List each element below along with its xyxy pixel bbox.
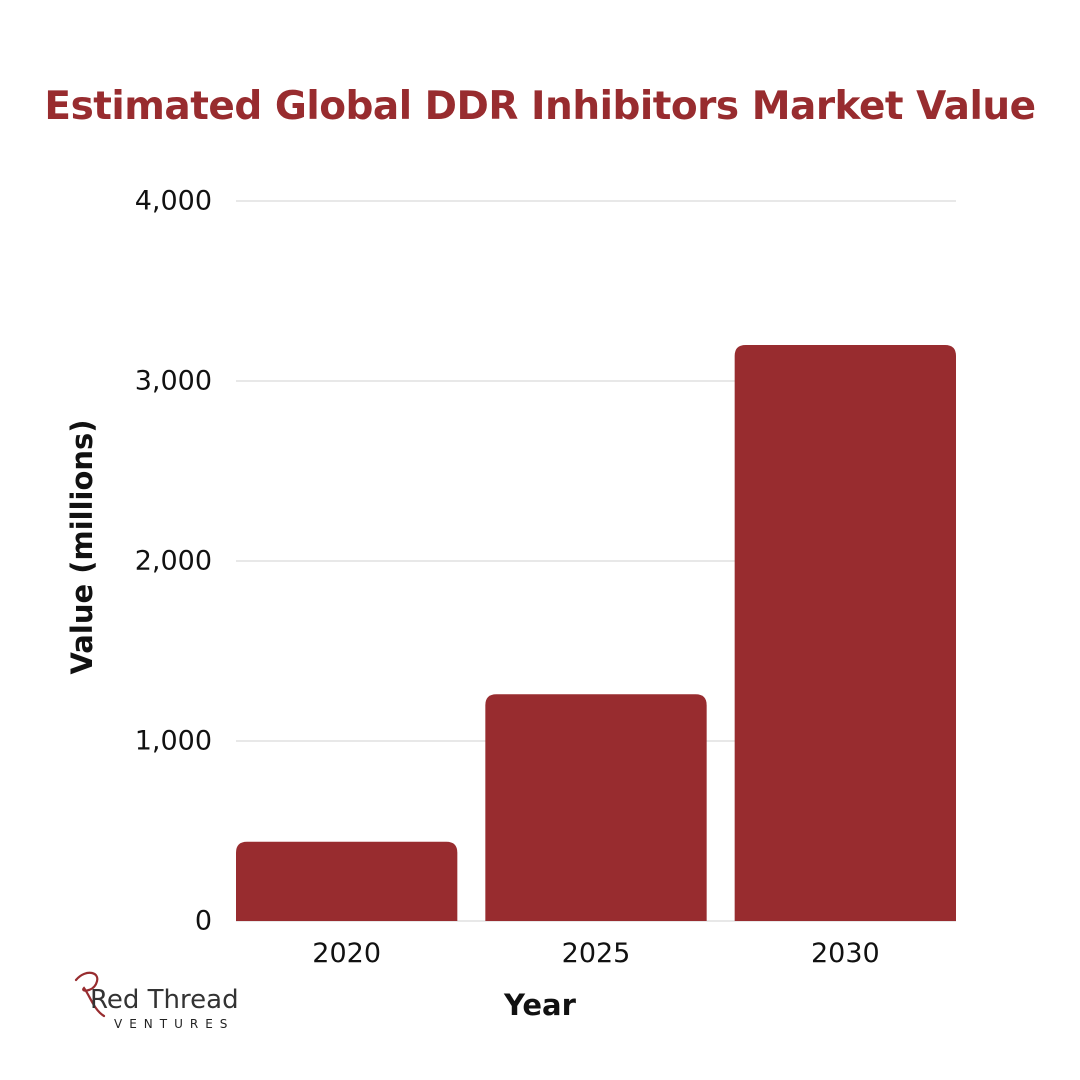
bars [236, 345, 956, 921]
x-axis-ticks: 2020 2025 2030 [312, 938, 879, 969]
x-tick-label: 2025 [562, 938, 631, 969]
y-tick-label: 0 [195, 906, 212, 937]
bar-2030 [734, 345, 956, 921]
thread-r-mark-icon [74, 971, 106, 1018]
y-tick-label: 3,000 [135, 366, 212, 397]
y-tick-label: 2,000 [135, 546, 212, 577]
red-thread-ventures-logo: Red Thread VENTURES [74, 971, 239, 1031]
y-axis-ticks: 0 1,000 2,000 3,000 4,000 [135, 186, 212, 937]
chart-title: Estimated Global DDR Inhibitors Market V… [44, 84, 1036, 129]
bar-2025 [485, 694, 707, 921]
bar-2020 [236, 841, 458, 921]
x-axis-title: Year [503, 988, 577, 1022]
x-tick-label: 2020 [312, 938, 381, 969]
y-axis-title: Value (millions) [65, 419, 99, 674]
logo-tagline: VENTURES [114, 1017, 234, 1031]
y-tick-label: 1,000 [135, 726, 212, 757]
x-tick-label: 2030 [811, 938, 880, 969]
logo-name: Red Thread [90, 985, 239, 1015]
y-tick-label: 4,000 [135, 186, 212, 217]
